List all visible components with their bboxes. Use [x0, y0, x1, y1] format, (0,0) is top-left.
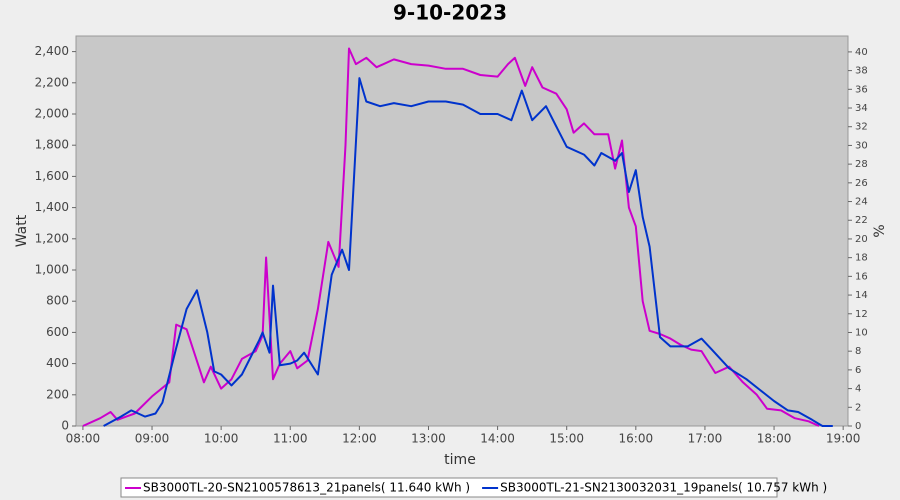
x-tick-label: 12:00	[342, 432, 377, 446]
x-tick-label: 10:00	[204, 432, 239, 446]
x-tick-label: 16:00	[619, 432, 654, 446]
x-tick-label: 18:00	[757, 432, 792, 446]
plot-area	[75, 35, 849, 427]
y2-tick-label: 8	[855, 346, 861, 357]
y-tick-label: 2,000	[35, 107, 69, 121]
legend	[120, 477, 778, 498]
y2-tick-label: 28	[855, 159, 868, 170]
y2-tick-label: 18	[855, 253, 868, 264]
y-tick-label: 1,600	[35, 169, 69, 183]
y2-tick-label: 10	[855, 327, 868, 338]
x-tick-label: 15:00	[549, 432, 584, 446]
x-axis-label: time	[444, 452, 476, 468]
y2-tick-label: 4	[855, 384, 861, 395]
y-tick-label: 600	[46, 325, 69, 339]
y2-tick-label: 24	[855, 197, 868, 208]
y2-axis-label: %	[872, 224, 888, 237]
x-tick-label: 17:00	[688, 432, 723, 446]
y-tick-label: 200	[46, 387, 69, 401]
x-tick-label: 11:00	[273, 432, 308, 446]
x-tick-label: 19:00	[826, 432, 861, 446]
y-tick-label: 1,000	[35, 263, 69, 277]
x-tick-label: 09:00	[135, 432, 170, 446]
y-tick-label: 400	[46, 356, 69, 370]
y2-tick-label: 38	[855, 66, 868, 77]
y2-tick-label: 36	[855, 84, 868, 95]
series-line	[103, 77, 833, 427]
y-axis-label: Watt	[14, 214, 30, 247]
x-tick-label: 08:00	[66, 432, 101, 446]
y2-tick-label: 34	[855, 103, 868, 114]
chart-title: 9-10-2023	[393, 1, 507, 25]
legend-label: SB3000TL-21-SN2130032031_19panels( 10.75…	[500, 481, 827, 495]
y-tick-label: 0	[61, 419, 69, 433]
y2-tick-label: 6	[855, 365, 861, 376]
y-tick-label: 2,200	[35, 75, 69, 89]
y2-tick-label: 14	[855, 290, 868, 301]
y2-tick-label: 22	[855, 215, 868, 226]
x-tick-label: 13:00	[411, 432, 446, 446]
x-tick-label: 14:00	[480, 432, 515, 446]
y2-tick-label: 30	[855, 140, 868, 151]
y2-tick-label: 32	[855, 122, 868, 133]
y-tick-label: 800	[46, 294, 69, 308]
series-line	[82, 47, 820, 427]
y-tick-label: 1,200	[35, 231, 69, 245]
y2-tick-label: 16	[855, 271, 868, 282]
y2-tick-label: 26	[855, 178, 868, 189]
y2-tick-label: 20	[855, 234, 868, 245]
y-tick-label: 2,400	[35, 44, 69, 58]
y2-tick-label: 40	[855, 47, 868, 58]
y2-tick-label: 0	[855, 421, 861, 432]
y2-tick-label: 12	[855, 309, 868, 320]
y2-tick-label: 2	[855, 402, 861, 413]
y-tick-label: 1,800	[35, 138, 69, 152]
legend-label: SB3000TL-20-SN2100578613_21panels( 11.64…	[143, 481, 470, 495]
y-tick-label: 1,400	[35, 200, 69, 214]
